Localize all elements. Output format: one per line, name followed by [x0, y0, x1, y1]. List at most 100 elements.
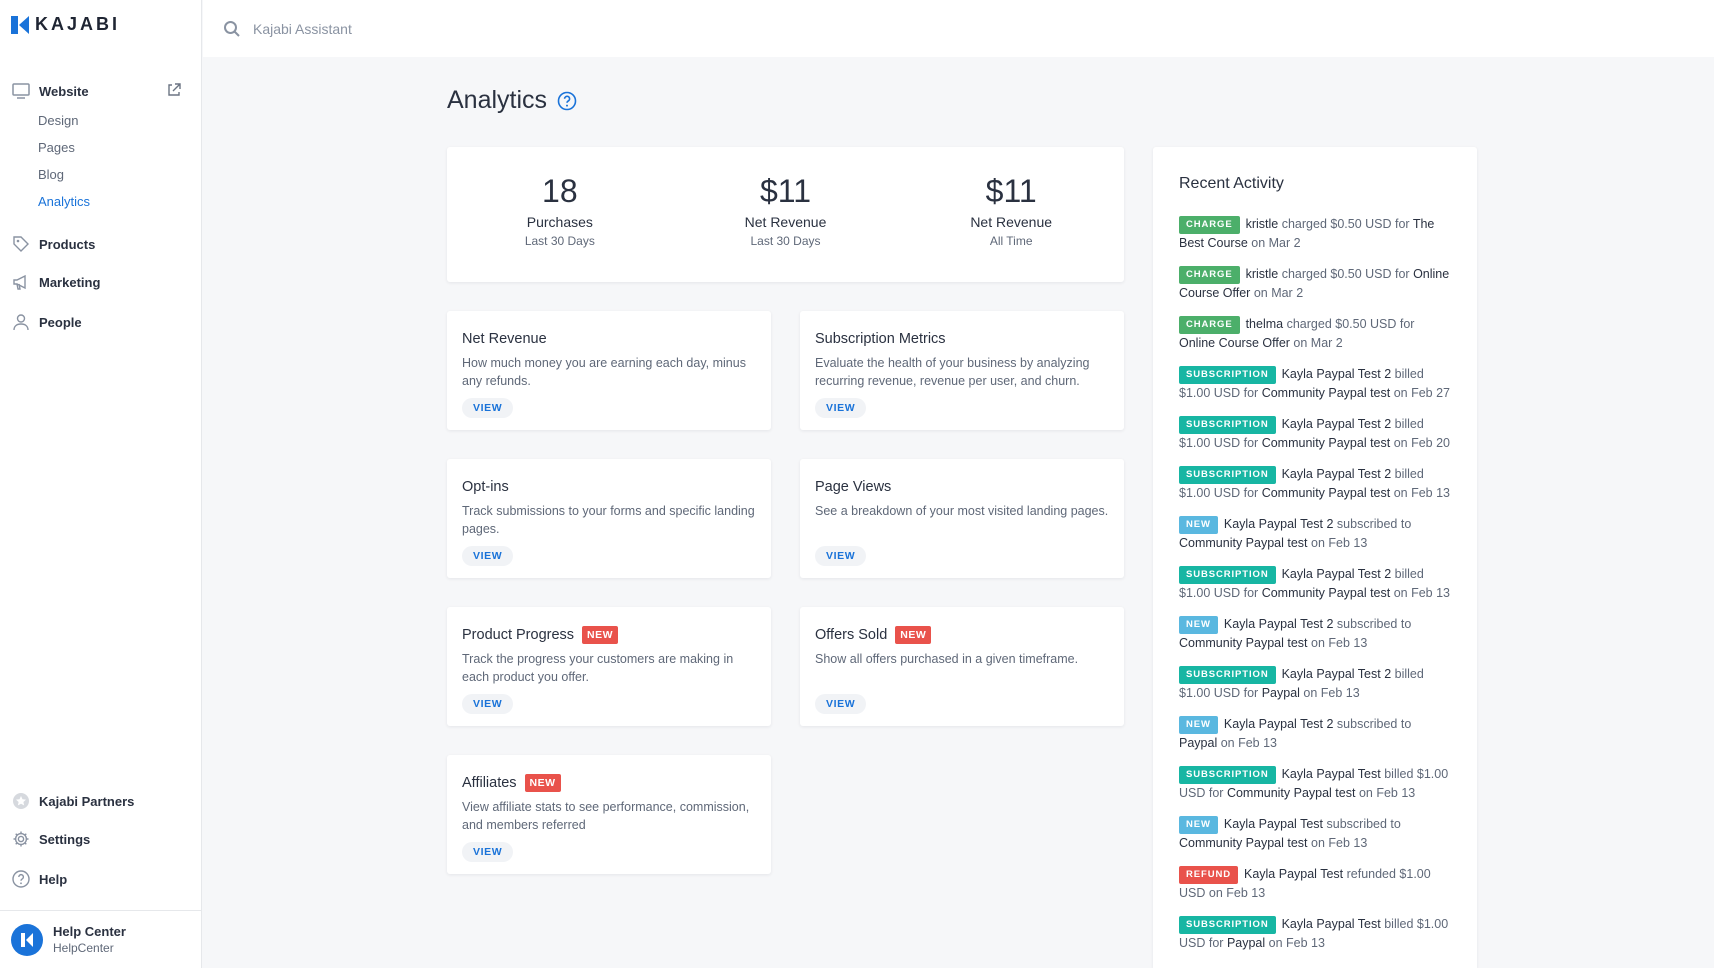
card-page-views: Page Views See a breakdown of your most … [800, 459, 1124, 578]
activity-item: NEW Kayla Paypal Test 2 subscribed to Com… [1179, 615, 1451, 653]
view-net-revenue-button[interactable]: VIEW [462, 398, 514, 418]
activity-action: billed $1.00 USD for [1179, 467, 1424, 500]
help-circle-icon[interactable] [557, 91, 577, 111]
recent-activity-panel: Recent Activity CHARGE kristle charged $0… [1153, 147, 1477, 968]
activity-action: charged $0.50 USD for [1281, 217, 1410, 231]
activity-date: on Mar 2 [1253, 286, 1304, 300]
card-title: Net Revenue [462, 331, 547, 347]
kajabi-logo[interactable]: KAJABI [11, 14, 120, 35]
activity-item: CHARGE kristle charged $0.50 USD for The … [1179, 215, 1451, 253]
activity-list: CHARGE kristle charged $0.50 USD for The … [1179, 215, 1451, 953]
activity-product[interactable]: Community Paypal test [1179, 636, 1308, 650]
view-product-progress-button[interactable]: VIEW [462, 694, 514, 714]
activity-date: on Feb 13 [1303, 686, 1360, 700]
search-input[interactable] [253, 20, 653, 37]
card-description: Evaluate the health of your business by … [815, 356, 1090, 388]
card-title: Page Views [815, 479, 892, 495]
activity-customer[interactable]: kristle [1245, 217, 1279, 231]
activity-date: on Feb 13 [1311, 536, 1368, 550]
nav-kajabi-partners[interactable]: Kajabi Partners [0, 789, 202, 813]
activity-tag: SUBSCRIPTION [1179, 416, 1276, 434]
activity-product[interactable]: Paypal [1179, 736, 1218, 750]
activity-action: subscribed to [1336, 717, 1412, 731]
sidebar: KAJABI Website Design Pages Blog Analyti… [0, 0, 202, 968]
activity-product[interactable]: Online Course Offer [1179, 267, 1450, 300]
activity-customer[interactable]: Kayla Paypal Test 2 [1223, 517, 1334, 531]
activity-customer[interactable]: Kayla Paypal Test [1243, 867, 1344, 881]
view-offers-sold-button[interactable]: VIEW [815, 694, 867, 714]
nav-people[interactable]: People [0, 310, 202, 334]
activity-product[interactable]: Community Paypal test [1179, 536, 1308, 550]
activity-customer[interactable]: Kayla Paypal Test 2 [1223, 717, 1334, 731]
activity-customer[interactable]: Kayla Paypal Test [1223, 817, 1324, 831]
activity-item: SUBSCRIPTION Kayla Paypal Test 2 billed $… [1179, 565, 1451, 603]
activity-customer[interactable]: kristle [1245, 267, 1279, 281]
view-page-views-button[interactable]: VIEW [815, 546, 867, 566]
person-icon [11, 312, 31, 332]
activity-product[interactable]: Community Paypal test [1179, 836, 1308, 850]
activity-product[interactable]: The Best Course [1179, 217, 1435, 250]
activity-date: on Feb 13 [1358, 786, 1416, 800]
stat-value: $11 [760, 173, 812, 209]
nav-settings[interactable]: Settings [0, 827, 202, 851]
activity-customer[interactable]: Kayla Paypal Test 2 [1281, 667, 1392, 681]
activity-tag: REFUND [1179, 866, 1238, 884]
nav-kajabi-partners-label: Kajabi Partners [39, 793, 135, 809]
activity-customer[interactable]: Kayla Paypal Test 2 [1281, 367, 1392, 381]
activity-customer[interactable]: Kayla Paypal Test 2 [1223, 617, 1334, 631]
card-description: Track submissions to your forms and spec… [462, 504, 755, 536]
card-net-revenue: Net Revenue How much money you are earni… [447, 311, 771, 430]
activity-tag: SUBSCRIPTION [1179, 916, 1276, 934]
nav-marketing-label: Marketing [39, 274, 101, 290]
activity-customer[interactable]: Kayla Paypal Test 2 [1281, 467, 1392, 481]
activity-product[interactable]: Community Paypal test [1261, 386, 1391, 400]
activity-item: SUBSCRIPTION Kayla Paypal Test 2 billed $… [1179, 415, 1451, 453]
activity-product[interactable]: Community Paypal test [1261, 586, 1391, 600]
new-badge: NEW [524, 774, 561, 792]
activity-item: NEW Kayla Paypal Test 2 subscribed to Pay… [1179, 715, 1451, 753]
activity-product[interactable]: Community Paypal test [1261, 486, 1391, 500]
activity-customer[interactable]: Kayla Paypal Test [1281, 917, 1381, 931]
activity-action: billed $1.00 USD for [1179, 417, 1424, 450]
activity-product[interactable]: Paypal [1261, 686, 1300, 700]
activity-customer[interactable]: thelma [1245, 317, 1284, 331]
stat-net-revenue-all-time: $11 Net Revenue All Time [898, 147, 1124, 282]
activity-action: billed $1.00 USD for [1179, 667, 1424, 700]
help-center-account[interactable]: Help Center HelpCenter [0, 910, 202, 968]
activity-item: CHARGE thelma charged $0.50 USD for Onlin… [1179, 315, 1451, 353]
activity-tag: SUBSCRIPTION [1179, 766, 1276, 784]
topbar [203, 0, 1714, 57]
card-title: Offers Sold [815, 627, 888, 643]
activity-date: on Feb 20 [1393, 436, 1451, 450]
activity-item: SUBSCRIPTION Kayla Paypal Test 2 billed $… [1179, 665, 1451, 703]
nav-people-label: People [39, 314, 82, 330]
activity-product[interactable]: Paypal [1226, 936, 1266, 950]
activity-action: billed $1.00 USD for [1179, 567, 1424, 600]
view-opt-ins-button[interactable]: VIEW [462, 546, 514, 566]
card-description: Show all offers purchased in a given tim… [815, 652, 1079, 666]
nav-website-label: Website [39, 83, 89, 99]
external-link-icon[interactable] [166, 82, 182, 98]
activity-date: on Feb 13 [1393, 486, 1451, 500]
activity-product[interactable]: Online Course Offer [1179, 336, 1290, 350]
activity-product[interactable]: Community Paypal test [1261, 436, 1391, 450]
activity-item: NEW Kayla Paypal Test 2 subscribed to Com… [1179, 515, 1451, 553]
activity-customer[interactable]: Kayla Paypal Test [1281, 767, 1381, 781]
nav-marketing[interactable]: Marketing [0, 270, 202, 294]
nav-products[interactable]: Products [0, 232, 202, 256]
activity-item: SUBSCRIPTION Kayla Paypal Test 2 billed $… [1179, 465, 1451, 503]
brand-name: KAJABI [35, 14, 121, 34]
nav-help[interactable]: Help [0, 867, 202, 891]
nav-sub-analytics[interactable]: Analytics [38, 194, 91, 209]
activity-customer[interactable]: Kayla Paypal Test 2 [1281, 417, 1392, 431]
view-subscription-metrics-button[interactable]: VIEW [815, 398, 867, 418]
activity-customer[interactable]: Kayla Paypal Test 2 [1281, 567, 1392, 581]
activity-product[interactable]: Community Paypal test [1226, 786, 1356, 800]
new-badge: NEW [895, 626, 932, 644]
activity-date: on Feb 13 [1311, 836, 1368, 850]
nav-website-head[interactable]: Website [0, 79, 202, 103]
nav-sub-design[interactable]: Design [38, 113, 79, 128]
view-affiliates-button[interactable]: VIEW [462, 842, 514, 862]
nav-sub-blog[interactable]: Blog [38, 167, 65, 182]
nav-sub-pages[interactable]: Pages [38, 140, 75, 155]
